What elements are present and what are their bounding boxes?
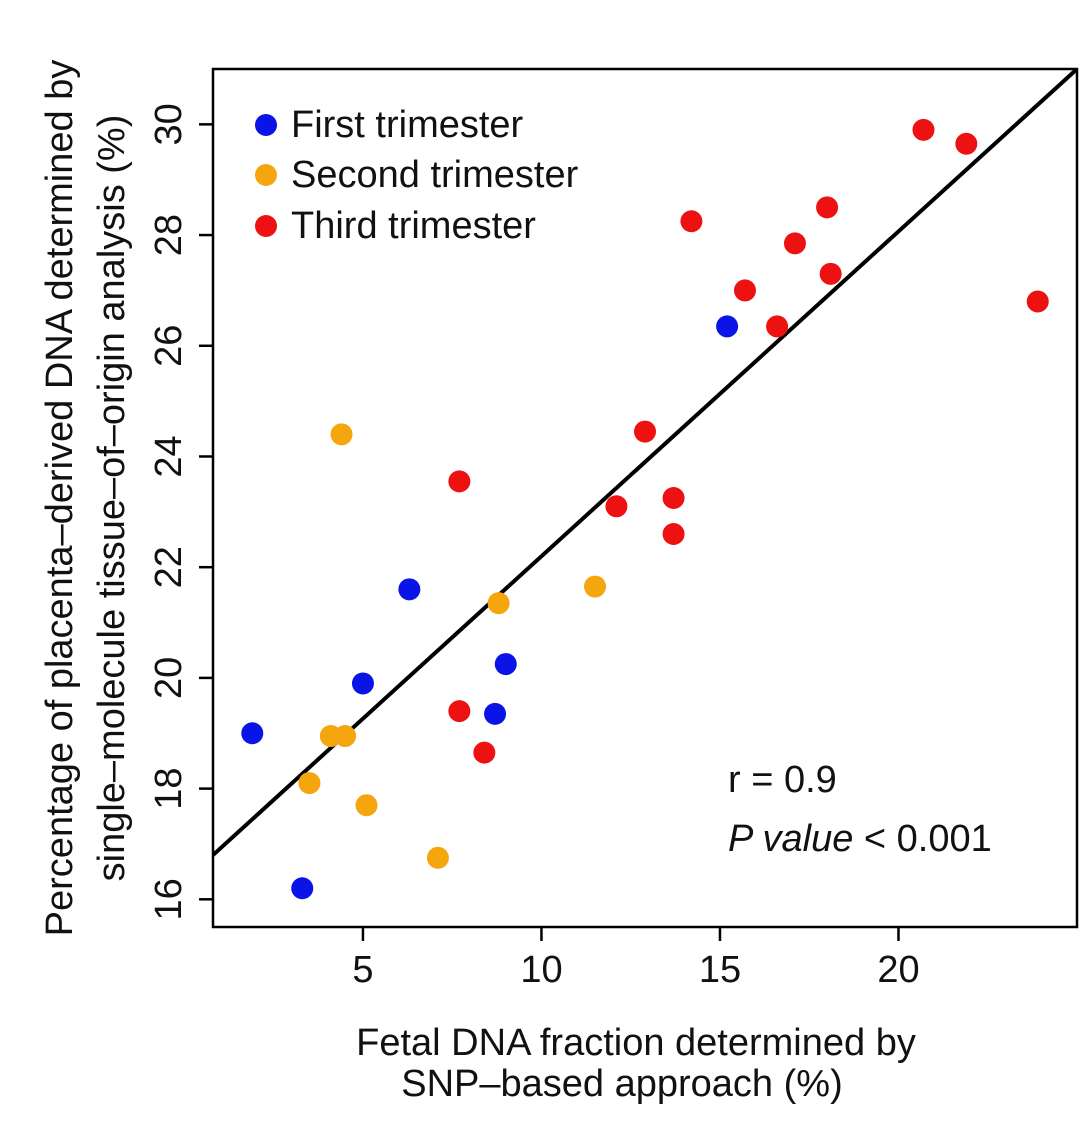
point-third-trimester-12 (816, 196, 839, 219)
point-third-trimester-10 (766, 315, 789, 338)
y-tick-label-28: 28 (148, 214, 190, 256)
y-tick-label-24: 24 (148, 435, 190, 477)
point-third-trimester-6 (662, 487, 685, 509)
x-tick-label-15: 15 (699, 949, 741, 991)
p-value-label: P value (728, 818, 853, 860)
point-third-trimester-4 (605, 495, 628, 518)
point-first-trimester-7 (716, 315, 739, 338)
point-second-trimester-5 (355, 794, 378, 817)
point-third-trimester-7 (662, 522, 685, 545)
y-axis-ticks: 16 18 20 22 24 26 28 30 (148, 103, 213, 920)
point-first-trimester-3 (351, 672, 374, 695)
point-second-trimester-8 (584, 575, 607, 598)
y-tick-label-20: 20 (148, 657, 190, 699)
legend-label-second-trimester: Second trimester (291, 154, 579, 196)
point-third-trimester-3 (473, 741, 496, 764)
x-axis-ticks: 5 10 15 20 (352, 927, 920, 991)
point-first-trimester-1 (241, 722, 264, 745)
legend: First trimester Second trimester Third t… (255, 104, 579, 247)
legend-marker-second-trimester (255, 164, 277, 186)
y-tick-label-18: 18 (148, 767, 190, 809)
regression-line (213, 69, 1077, 857)
point-third-trimester-11 (783, 232, 806, 255)
x-tick-label-10: 10 (520, 949, 562, 991)
plot-frame (211, 67, 1079, 929)
point-third-trimester-14 (912, 118, 935, 141)
point-third-trimester-2 (448, 700, 471, 723)
point-third-trimester-9 (733, 279, 756, 302)
y-axis-title-line1: Percentage of placenta–derived DNA deter… (39, 60, 81, 937)
p-value-threshold: < 0.001 (853, 818, 991, 860)
data-points (241, 118, 1049, 900)
legend-marker-first-trimester (255, 114, 277, 136)
x-axis-title-line2: SNP–based approach (%) (401, 1063, 842, 1105)
point-first-trimester-6 (494, 653, 517, 676)
point-third-trimester-5 (634, 420, 656, 443)
point-first-trimester-5 (484, 702, 507, 725)
point-second-trimester-4 (330, 423, 353, 446)
point-second-trimester-3 (334, 725, 357, 748)
legend-label-third-trimester: Third trimester (291, 205, 536, 247)
point-second-trimester-1 (298, 772, 321, 795)
point-third-trimester-13 (819, 262, 842, 285)
point-first-trimester-2 (291, 877, 314, 900)
point-third-trimester-1 (448, 470, 471, 493)
y-axis-title-line2: single–molecule tissue–of–origin analysi… (91, 115, 133, 882)
point-first-trimester-4 (398, 578, 421, 601)
y-tick-label-30: 30 (148, 103, 190, 145)
y-tick-label-22: 22 (148, 546, 190, 588)
correlation-annotation: r = 0.9 (728, 759, 837, 801)
x-tick-label-5: 5 (352, 949, 373, 991)
point-second-trimester-7 (487, 592, 510, 615)
point-third-trimester-8 (680, 210, 703, 233)
y-tick-label-26: 26 (148, 325, 190, 367)
legend-marker-third-trimester (255, 215, 277, 237)
point-third-trimester-15 (955, 132, 978, 155)
p-value-annotation: P value < 0.001 (728, 818, 992, 860)
x-axis-title-line1: Fetal DNA fraction determined by (356, 1022, 916, 1064)
point-second-trimester-6 (426, 846, 449, 869)
y-tick-label-16: 16 (148, 878, 190, 920)
point-third-trimester-16 (1026, 290, 1049, 313)
x-tick-label-20: 20 (877, 949, 919, 991)
legend-label-first-trimester: First trimester (291, 104, 524, 146)
